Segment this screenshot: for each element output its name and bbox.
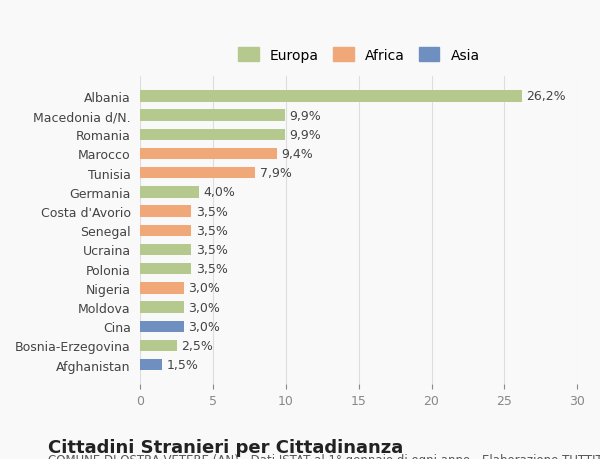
Bar bbox=[140, 359, 163, 371]
Bar bbox=[140, 206, 191, 218]
Text: 9,9%: 9,9% bbox=[289, 129, 320, 141]
Text: 26,2%: 26,2% bbox=[526, 90, 566, 103]
Text: 3,0%: 3,0% bbox=[188, 320, 220, 333]
Text: COMUNE DI OSTRA VETERE (AN) - Dati ISTAT al 1° gennaio di ogni anno - Elaborazio: COMUNE DI OSTRA VETERE (AN) - Dati ISTAT… bbox=[48, 453, 600, 459]
Text: 1,5%: 1,5% bbox=[167, 358, 199, 371]
Text: 4,0%: 4,0% bbox=[203, 186, 235, 199]
Bar bbox=[140, 302, 184, 313]
Text: 9,9%: 9,9% bbox=[289, 109, 320, 122]
Text: 3,0%: 3,0% bbox=[188, 282, 220, 295]
Text: 3,5%: 3,5% bbox=[196, 243, 227, 257]
Text: 9,4%: 9,4% bbox=[281, 148, 313, 161]
Text: 3,5%: 3,5% bbox=[196, 263, 227, 275]
Bar bbox=[140, 129, 284, 141]
Bar bbox=[140, 187, 199, 198]
Bar bbox=[140, 110, 284, 122]
Text: 2,5%: 2,5% bbox=[181, 339, 213, 352]
Bar bbox=[140, 225, 191, 236]
Bar bbox=[140, 340, 177, 352]
Bar bbox=[140, 263, 191, 275]
Text: Cittadini Stranieri per Cittadinanza: Cittadini Stranieri per Cittadinanza bbox=[48, 438, 403, 456]
Bar bbox=[140, 244, 191, 256]
Legend: Europa, Africa, Asia: Europa, Africa, Asia bbox=[234, 44, 484, 67]
Text: 3,5%: 3,5% bbox=[196, 205, 227, 218]
Text: 3,5%: 3,5% bbox=[196, 224, 227, 237]
Text: 3,0%: 3,0% bbox=[188, 301, 220, 314]
Bar bbox=[140, 321, 184, 332]
Bar bbox=[140, 283, 184, 294]
Bar bbox=[140, 168, 256, 179]
Text: 7,9%: 7,9% bbox=[260, 167, 292, 180]
Bar bbox=[140, 148, 277, 160]
Bar bbox=[140, 91, 522, 102]
